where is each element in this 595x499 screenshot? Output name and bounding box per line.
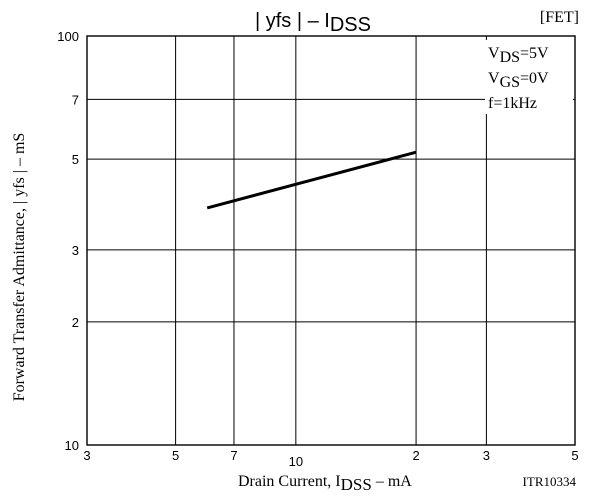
y-tick-label: 10 (65, 438, 79, 453)
x-axis-label: Drain Current, IDSS – mA (238, 473, 412, 494)
x-tick-label: 2 (412, 448, 419, 463)
y-axis-label: Forward Transfer Admittance, | yfs | – m… (11, 133, 28, 402)
conditions-background (485, 40, 573, 114)
y-tick-label: 2 (72, 315, 79, 330)
fet-tag: [FET] (540, 9, 579, 26)
y-tick-label: 100 (57, 29, 79, 44)
series-line (206, 150, 417, 210)
x-tick-label: 3 (83, 448, 90, 463)
condition-vds: VDS=5V (488, 45, 549, 66)
conditions-box: VDS=5V VGS=0V f=1kHz (485, 40, 573, 114)
x-tick-label: 5 (571, 448, 578, 463)
chart-title: | yfs | – IDSS (255, 10, 371, 36)
figure-code: ITR10334 (523, 474, 577, 489)
series-layer (206, 150, 417, 210)
condition-freq: f=1kHz (488, 95, 537, 112)
x-tick-label: 3 (483, 448, 490, 463)
plot-frame (86, 35, 576, 446)
condition-vgs: VGS=0V (488, 70, 549, 91)
x-tick-label: 5 (172, 448, 179, 463)
x-tick-label: 10 (289, 454, 303, 469)
tick-labels: 3 5 7 10 2 3 5 10 2 3 5 7 100 (57, 29, 578, 469)
y-tick-label: 5 (72, 152, 79, 167)
y-tick-label: 3 (72, 243, 79, 258)
y-tick-label: 7 (72, 92, 79, 107)
x-tick-label: 7 (230, 448, 237, 463)
